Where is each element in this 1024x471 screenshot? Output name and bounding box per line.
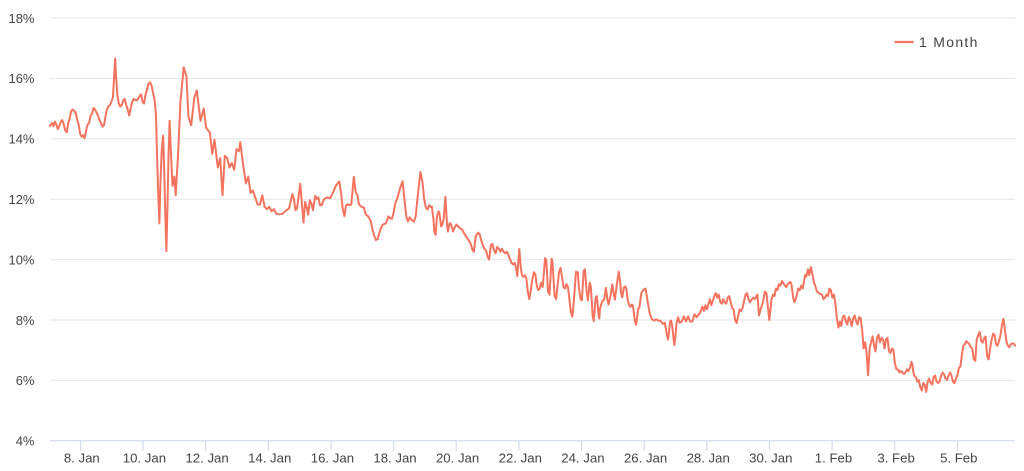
svg-text:22. Jan: 22. Jan bbox=[499, 451, 542, 466]
svg-text:8%: 8% bbox=[16, 313, 35, 328]
svg-text:3. Feb: 3. Feb bbox=[877, 451, 914, 466]
svg-text:5. Feb: 5. Feb bbox=[940, 451, 977, 466]
svg-text:12%: 12% bbox=[8, 192, 34, 207]
svg-text:16. Jan: 16. Jan bbox=[311, 451, 354, 466]
svg-text:20. Jan: 20. Jan bbox=[436, 451, 479, 466]
svg-text:26. Jan: 26. Jan bbox=[624, 451, 667, 466]
svg-text:1. Feb: 1. Feb bbox=[815, 451, 852, 466]
svg-text:10%: 10% bbox=[8, 252, 34, 267]
svg-text:28. Jan: 28. Jan bbox=[687, 451, 730, 466]
svg-text:24. Jan: 24. Jan bbox=[561, 451, 604, 466]
svg-text:4%: 4% bbox=[16, 434, 35, 449]
svg-text:8. Jan: 8. Jan bbox=[64, 451, 100, 466]
svg-text:16%: 16% bbox=[8, 71, 34, 86]
svg-text:14%: 14% bbox=[8, 132, 34, 147]
svg-text:12. Jan: 12. Jan bbox=[185, 451, 228, 466]
svg-text:18%: 18% bbox=[8, 11, 34, 26]
svg-text:1 Month: 1 Month bbox=[919, 34, 979, 50]
svg-text:6%: 6% bbox=[16, 373, 35, 388]
svg-text:30. Jan: 30. Jan bbox=[749, 451, 792, 466]
svg-text:18. Jan: 18. Jan bbox=[373, 451, 416, 466]
svg-text:10. Jan: 10. Jan bbox=[123, 451, 166, 466]
svg-text:14. Jan: 14. Jan bbox=[248, 451, 291, 466]
